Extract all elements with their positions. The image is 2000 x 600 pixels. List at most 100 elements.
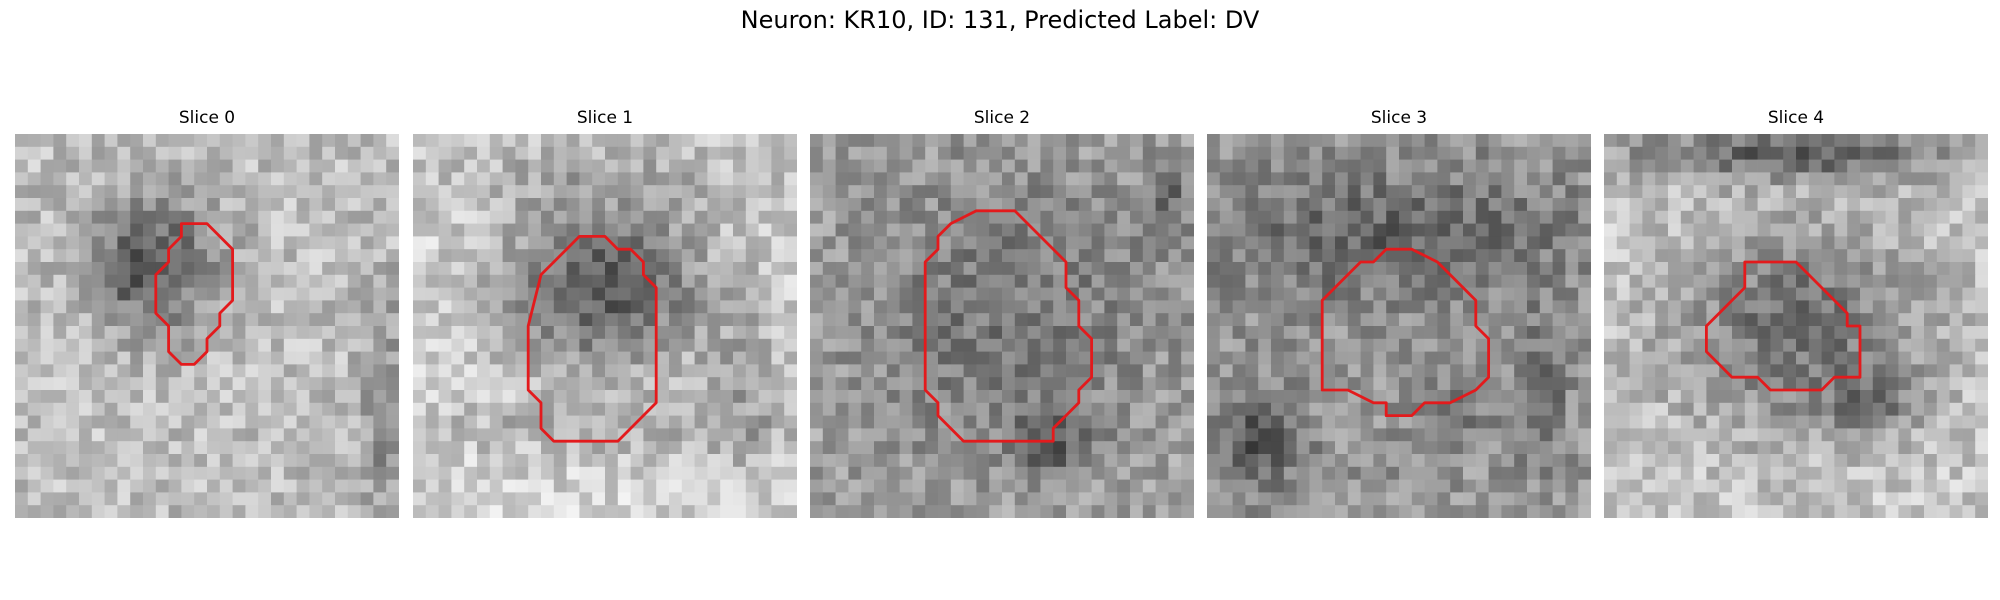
pixel bbox=[899, 351, 913, 365]
pixel bbox=[40, 390, 54, 404]
pixel bbox=[1924, 428, 1938, 442]
pixel bbox=[1898, 377, 1912, 391]
pixel bbox=[130, 466, 144, 480]
pixel bbox=[899, 428, 913, 442]
pixel bbox=[1501, 185, 1515, 199]
pixel bbox=[1117, 236, 1131, 250]
pixel bbox=[425, 326, 439, 340]
pixel bbox=[643, 236, 657, 250]
pixel bbox=[1962, 415, 1976, 429]
pixel bbox=[155, 185, 169, 199]
pixel bbox=[322, 390, 336, 404]
pixel bbox=[477, 223, 491, 237]
pixel bbox=[130, 223, 144, 237]
pixel bbox=[963, 428, 977, 442]
pixel bbox=[1693, 223, 1707, 237]
pixel bbox=[1783, 198, 1797, 212]
pixel bbox=[1181, 326, 1194, 340]
pixel bbox=[1117, 274, 1131, 288]
pixel bbox=[1693, 492, 1707, 506]
pixel bbox=[1066, 390, 1080, 404]
pixel bbox=[464, 415, 478, 429]
pixel bbox=[1424, 210, 1438, 224]
pixel bbox=[502, 402, 516, 416]
pixel bbox=[848, 313, 862, 327]
pixel bbox=[322, 249, 336, 263]
pixel bbox=[438, 159, 452, 173]
pixel bbox=[104, 300, 118, 314]
pixel bbox=[1552, 262, 1566, 276]
pixel bbox=[656, 479, 670, 493]
pixel bbox=[938, 159, 952, 173]
pixel bbox=[1680, 492, 1694, 506]
pixel bbox=[1399, 236, 1413, 250]
pixel bbox=[181, 313, 195, 327]
pixel bbox=[1514, 479, 1528, 493]
pixel bbox=[758, 249, 772, 263]
pixel bbox=[1962, 172, 1976, 186]
pixel bbox=[245, 185, 259, 199]
pixel bbox=[1130, 210, 1144, 224]
pixel bbox=[1309, 505, 1323, 518]
pixel bbox=[1642, 492, 1656, 506]
pixel bbox=[207, 198, 221, 212]
pixel bbox=[1911, 466, 1925, 480]
pixel bbox=[1808, 262, 1822, 276]
pixel bbox=[579, 415, 593, 429]
pixel bbox=[1808, 377, 1822, 391]
pixel bbox=[566, 454, 580, 468]
pixel bbox=[53, 377, 67, 391]
pixel bbox=[91, 159, 105, 173]
pixel bbox=[1719, 236, 1733, 250]
pixel bbox=[1373, 146, 1387, 160]
pixel bbox=[1142, 428, 1156, 442]
pixel bbox=[232, 236, 246, 250]
pixel bbox=[1040, 454, 1054, 468]
pixel bbox=[1629, 390, 1643, 404]
pixel bbox=[207, 454, 221, 468]
pixel bbox=[1642, 364, 1656, 378]
pixel bbox=[1693, 351, 1707, 365]
pixel bbox=[1475, 505, 1489, 518]
pixel bbox=[40, 274, 54, 288]
pixel bbox=[1885, 300, 1899, 314]
slice-title: Slice 0 bbox=[178, 108, 236, 128]
pixel bbox=[1207, 492, 1221, 506]
pixel bbox=[720, 428, 734, 442]
pixel bbox=[1552, 466, 1566, 480]
pixel bbox=[283, 351, 297, 365]
pixel bbox=[66, 402, 80, 416]
pixel bbox=[1744, 249, 1758, 263]
pixel bbox=[784, 262, 797, 276]
pixel bbox=[899, 262, 913, 276]
pixel bbox=[1975, 262, 1988, 276]
pixel bbox=[963, 402, 977, 416]
pixel bbox=[1322, 236, 1336, 250]
pixel bbox=[53, 351, 67, 365]
pixel bbox=[413, 313, 427, 327]
pixel bbox=[1796, 134, 1810, 148]
pixel bbox=[27, 390, 41, 404]
pixel bbox=[1232, 338, 1246, 352]
pixel bbox=[1693, 236, 1707, 250]
pixel bbox=[1283, 210, 1297, 224]
pixel bbox=[194, 249, 208, 263]
pixel bbox=[630, 402, 644, 416]
pixel bbox=[1668, 428, 1682, 442]
pixel bbox=[1117, 300, 1131, 314]
pixel bbox=[1142, 364, 1156, 378]
pixel bbox=[1027, 159, 1041, 173]
pixel bbox=[1424, 159, 1438, 173]
pixel bbox=[733, 223, 747, 237]
pixel bbox=[1860, 466, 1874, 480]
pixel bbox=[322, 236, 336, 250]
pixel bbox=[528, 351, 542, 365]
pixel bbox=[681, 146, 695, 160]
pixel bbox=[1719, 505, 1733, 518]
pixel bbox=[1130, 172, 1144, 186]
pixel bbox=[373, 351, 387, 365]
pixel bbox=[1975, 313, 1988, 327]
pixel bbox=[1424, 377, 1438, 391]
pixel bbox=[1335, 402, 1349, 416]
pixel bbox=[1027, 210, 1041, 224]
